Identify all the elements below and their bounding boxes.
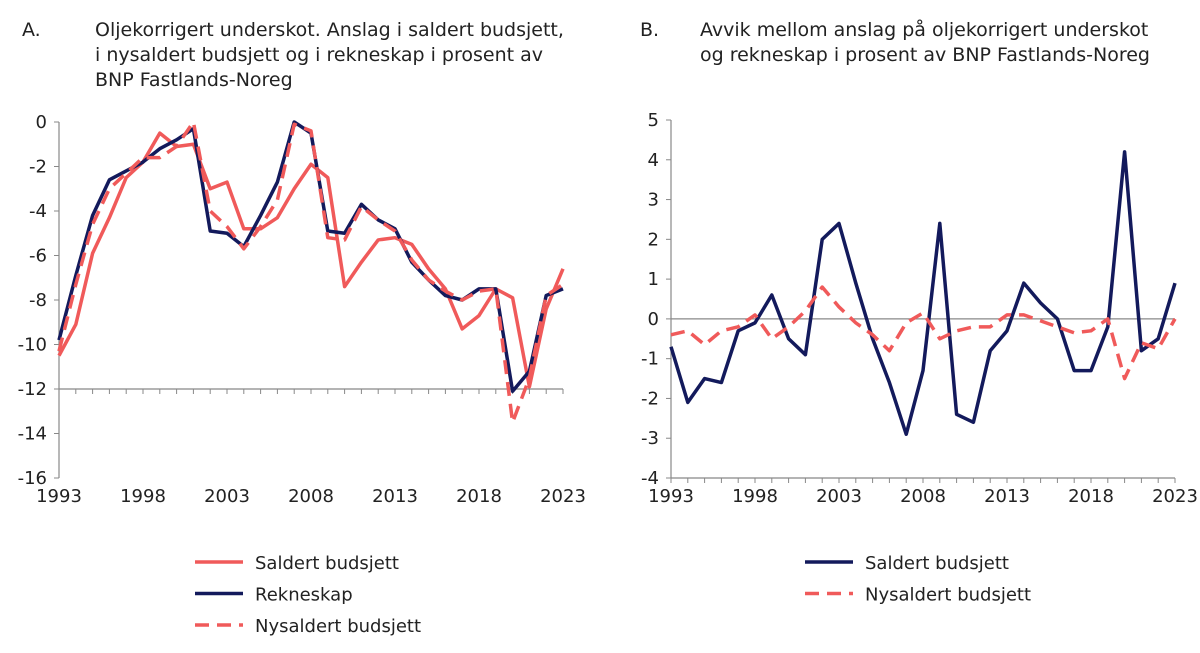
panel-a-series-line-nysaldert-budsjett — [57, 120, 564, 425]
panel-a-y-tick-label: -16 — [18, 468, 47, 489]
panel-a-legend-label: Nysaldert budsjett — [255, 616, 421, 637]
panel-b-x-tick-label: 2003 — [816, 486, 862, 507]
panel-b-y-tick-label: 2 — [648, 229, 659, 250]
panel-a-x-tick-label: 2023 — [540, 486, 586, 507]
panel-a-x-tick-label: 2018 — [456, 486, 502, 507]
panel-b-x-tick-label: 1998 — [732, 486, 778, 507]
panel-a-label: A. — [22, 19, 41, 41]
panel-b-x-tick-label: 2008 — [900, 486, 946, 507]
panel-b-y-tick-label: -1 — [641, 349, 659, 370]
panel-b-series-line-nysaldert-budsjett — [670, 285, 1177, 381]
panel-a-x-tick-label: 1998 — [120, 486, 166, 507]
panel-b-y-tick-label: 4 — [648, 150, 659, 171]
panel-a-x-tick-label: 1993 — [36, 486, 82, 507]
panel-a-y-tick-label: -10 — [18, 335, 47, 356]
panel-b-y-tick-label: 3 — [648, 190, 659, 211]
panel-a-series-line-saldert-budsjett — [57, 131, 565, 389]
panel-a-x-tick-label: 2008 — [288, 486, 334, 507]
panel-b-series-line-saldert-budsjett — [669, 150, 1177, 436]
panel-b-x-tick-label: 1993 — [648, 486, 694, 507]
panel-b-x-tick-label: 2013 — [984, 486, 1030, 507]
panel-b-y-tick-label: -2 — [641, 388, 659, 409]
panel-a-y-tick-label: -8 — [29, 290, 47, 311]
panel-b-y-tick-label: 5 — [648, 110, 659, 131]
panel-a-y-tick-label: -4 — [29, 201, 47, 222]
panel-a-y-tick-label: -6 — [29, 246, 47, 267]
panel-b-y-tick-label: 1 — [648, 269, 659, 290]
panel-a-title: Oljekorrigert underskot. Anslag i salder… — [95, 19, 564, 91]
panel-a-y-tick-label: -2 — [29, 157, 47, 178]
panel-b-y-tick-label: -3 — [641, 428, 659, 449]
panel-b-y-tick-label: 0 — [648, 309, 659, 330]
panel-a-y-tick-label: -12 — [18, 379, 47, 400]
panel-a-legend-label: Saldert budsjett — [255, 553, 399, 574]
panel-b-title: Avvik mellom anslag på oljekorrigert und… — [700, 19, 1150, 66]
panel-a-y-tick-label: 0 — [36, 112, 47, 133]
panel-a-series-line-rekneskap — [57, 120, 564, 393]
panel-b-x-tick-label: 2023 — [1152, 486, 1198, 507]
panel-a-legend-label: Rekneskap — [255, 585, 353, 606]
panel-b-label: B. — [640, 19, 660, 41]
panel-b-legend-label: Saldert budsjett — [865, 553, 1009, 574]
panel-b-y-tick-label: -4 — [641, 468, 659, 489]
panel-a-y-tick-label: -14 — [18, 424, 47, 445]
panel-a-x-tick-label: 2003 — [204, 486, 250, 507]
panel-a-x-tick-label: 2013 — [372, 486, 418, 507]
panel-b-x-tick-label: 2018 — [1068, 486, 1114, 507]
panel-b-legend-label: Nysaldert budsjett — [865, 585, 1031, 606]
